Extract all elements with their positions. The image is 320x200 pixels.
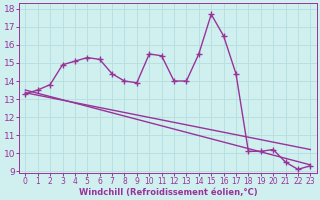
X-axis label: Windchill (Refroidissement éolien,°C): Windchill (Refroidissement éolien,°C)	[78, 188, 257, 197]
